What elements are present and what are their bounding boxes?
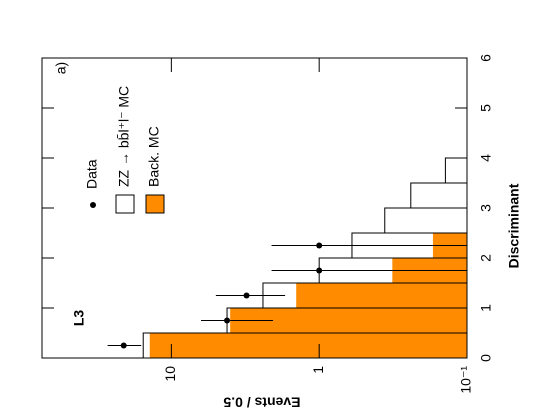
- y-tick-label: 1: [310, 366, 326, 374]
- histogram-bar: [230, 308, 467, 333]
- legend-label: Data: [84, 159, 100, 189]
- histogram-bar: [410, 182, 468, 209]
- legend-swatch: [115, 194, 135, 214]
- data-point: [316, 242, 323, 249]
- data-point: [120, 342, 127, 349]
- legend-marker: [90, 202, 96, 208]
- y-axis-label: Events / 0.5: [223, 394, 300, 410]
- legend-label: Back. MC: [146, 126, 162, 187]
- rotated-plot: 0 1 2 3 4 5 6 10⁻¹ 1 10 Discriminant Events / 0.5 a)…: [41, 54, 522, 410]
- panel-label: a): [53, 62, 69, 74]
- y-tick-label: 10: [162, 366, 178, 382]
- y-tick-label: 10⁻¹: [458, 366, 474, 394]
- data-point: [224, 317, 231, 324]
- histogram-bar: [384, 207, 468, 234]
- x-tick-label: 6: [478, 54, 494, 62]
- x-tick-label: 3: [478, 204, 494, 212]
- legend-swatch: [145, 194, 165, 214]
- histogram-bar: [296, 283, 468, 308]
- x-tick-label: 0: [478, 354, 494, 362]
- data-point: [243, 292, 250, 299]
- experiment-logo: L3: [71, 310, 87, 327]
- histogram-bar: [149, 333, 467, 358]
- legend-label: ZZ → bb̄l⁺l⁻ MC: [116, 86, 132, 187]
- x-tick-label: 1: [478, 304, 494, 312]
- x-tick-label: 5: [478, 104, 494, 112]
- x-axis-label: Discriminant: [506, 183, 522, 268]
- data-point: [316, 267, 323, 274]
- x-tick-label: 4: [478, 154, 494, 162]
- x-tick-label: 2: [478, 254, 494, 262]
- histogram-bar: [444, 157, 468, 184]
